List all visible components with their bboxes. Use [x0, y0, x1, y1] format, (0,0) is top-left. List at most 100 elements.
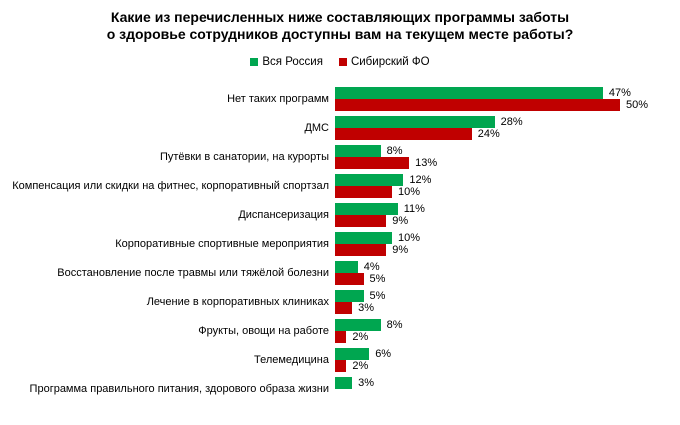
- bar-siberian-fd: [335, 243, 387, 256]
- bar-line-all-russia: 47%: [335, 86, 680, 99]
- bar-all-russia: [335, 115, 495, 128]
- bar-siberian-fd: [335, 156, 410, 169]
- chart-row: Корпоративные спортивные мероприятия 10% 9…: [0, 229, 680, 258]
- category-label: Восстановление после травмы или тяжёлой …: [57, 266, 329, 279]
- bar-all-russia: [335, 376, 353, 389]
- chart-row: Программа правильного питания, здорового…: [0, 374, 680, 403]
- chart-row: Компенсация или скидки на фитнес, корпор…: [0, 171, 680, 200]
- bar-all-russia: [335, 347, 370, 360]
- bar-line-all-russia: 8%: [335, 318, 680, 331]
- bar-line-siberian-fd: 13%: [335, 156, 680, 169]
- legend-swatch-green: [250, 58, 259, 66]
- bar-group: 11% 9%: [335, 202, 680, 227]
- bar-all-russia: [335, 260, 358, 273]
- value-label-siberian-fd: 13%: [415, 156, 438, 169]
- category-label: Компенсация или скидки на фитнес, корпор…: [12, 179, 329, 192]
- bar-line-siberian-fd: [335, 389, 680, 401]
- bar-all-russia: [335, 86, 603, 99]
- chart-row: Фрукты, овощи на работе 8% 2%: [0, 316, 680, 345]
- chart-row: ДМС 28% 24%: [0, 113, 680, 142]
- bar-line-siberian-fd: 2%: [335, 359, 680, 372]
- bar-line-all-russia: 5%: [335, 289, 680, 302]
- chart-row: Нет таких программ 47% 50%: [0, 84, 680, 113]
- value-label-siberian-fd: 9%: [392, 243, 409, 256]
- category-label: Телемедицина: [253, 353, 329, 366]
- category-label: ДМС: [304, 121, 329, 134]
- value-label-all-russia: 8%: [386, 144, 403, 157]
- bar-siberian-fd: [335, 98, 620, 111]
- bar-group: 8% 2%: [335, 318, 680, 343]
- bar-line-siberian-fd: 5%: [335, 272, 680, 285]
- bar-all-russia: [335, 289, 364, 302]
- legend-label-all-russia: Вся Россия: [262, 56, 323, 68]
- value-label-all-russia: 8%: [386, 318, 403, 331]
- bar-siberian-fd: [335, 359, 347, 372]
- bar-group: 4% 5%: [335, 260, 680, 285]
- value-label-siberian-fd: 2%: [352, 359, 369, 372]
- value-label-all-russia: 11%: [403, 202, 425, 215]
- category-label: Диспансеризация: [238, 208, 329, 221]
- value-label-siberian-fd: 24%: [477, 127, 500, 140]
- bar-all-russia: [335, 173, 404, 186]
- chart-row: Восстановление после травмы или тяжёлой …: [0, 258, 680, 287]
- bar-all-russia: [335, 318, 381, 331]
- bar-group: 3%: [335, 376, 680, 401]
- bar-siberian-fd: [335, 301, 353, 314]
- bar-siberian-fd: [335, 185, 392, 198]
- bar-line-all-russia: 28%: [335, 115, 680, 128]
- legend-label-siberian-fd: Сибирский ФО: [350, 56, 430, 68]
- value-label-all-russia: 12%: [409, 173, 432, 186]
- bar-group: 28% 24%: [335, 115, 680, 140]
- bar-line-all-russia: 3%: [335, 376, 680, 389]
- legend-item-siberian-fd: Сибирский ФО: [338, 56, 430, 68]
- bar-line-siberian-fd: 50%: [335, 98, 680, 111]
- chart-title-line1: Какие из перечисленных ниже составляющих…: [110, 9, 570, 25]
- bar-siberian-fd: [335, 330, 347, 343]
- bar-all-russia: [335, 231, 392, 244]
- bar-line-siberian-fd: 9%: [335, 214, 680, 227]
- category-label: Нет таких программ: [227, 92, 329, 105]
- value-label-all-russia: 4%: [363, 260, 380, 273]
- chart-row: Лечение в корпоративных клиниках 5% 3%: [0, 287, 680, 316]
- value-label-all-russia: 3%: [358, 376, 374, 389]
- value-label-all-russia: 10%: [398, 231, 421, 244]
- chart-legend: Вся Россия Сибирский ФО: [0, 56, 680, 68]
- chart-row: Диспансеризация 11% 9%: [0, 200, 680, 229]
- bar-group: 12% 10%: [335, 173, 680, 198]
- bar-group: 6% 2%: [335, 347, 680, 372]
- value-label-all-russia: 28%: [500, 115, 523, 128]
- bar-all-russia: [335, 144, 381, 157]
- bar-group: 10% 9%: [335, 231, 680, 256]
- bar-line-siberian-fd: 24%: [335, 127, 680, 140]
- bar-group: 5% 3%: [335, 289, 680, 314]
- legend-item-all-russia: Вся Россия: [250, 56, 323, 68]
- bar-all-russia: [335, 202, 398, 215]
- chart-row: Путёвки в санатории, на курорты 8% 13%: [0, 142, 680, 171]
- bar-line-all-russia: 10%: [335, 231, 680, 244]
- bar-siberian-fd: [335, 272, 364, 285]
- category-label: Путёвки в санатории, на курорты: [159, 150, 329, 163]
- bar-line-siberian-fd: 9%: [335, 243, 680, 256]
- value-label-all-russia: 47%: [608, 86, 631, 99]
- value-label-siberian-fd: 3%: [358, 301, 374, 314]
- category-label: Корпоративные спортивные мероприятия: [115, 237, 329, 250]
- category-label: Лечение в корпоративных клиниках: [146, 295, 329, 308]
- value-label-siberian-fd: 50%: [626, 98, 649, 111]
- value-label-all-russia: 6%: [375, 347, 392, 360]
- value-label-all-russia: 5%: [369, 289, 386, 302]
- category-label: Фрукты, овощи на работе: [198, 324, 329, 337]
- value-label-siberian-fd: 9%: [392, 214, 409, 227]
- bar-line-all-russia: 6%: [335, 347, 680, 360]
- chart-rows: Нет таких программ 47% 50% ДМС 28% 24% Путёвки…: [0, 84, 680, 403]
- category-label: Программа правильного питания, здорового…: [29, 382, 329, 395]
- bar-line-all-russia: 8%: [335, 144, 680, 157]
- bar-line-all-russia: 11%: [335, 202, 680, 215]
- bar-line-siberian-fd: 2%: [335, 330, 680, 343]
- bar-group: 8% 13%: [335, 144, 680, 169]
- chart-title: Какие из перечисленных ниже составляющих…: [0, 0, 680, 43]
- value-label-siberian-fd: 10%: [398, 185, 421, 198]
- legend-swatch-red: [338, 58, 347, 66]
- bar-siberian-fd: [335, 127, 472, 140]
- bar-siberian-fd: [335, 214, 387, 227]
